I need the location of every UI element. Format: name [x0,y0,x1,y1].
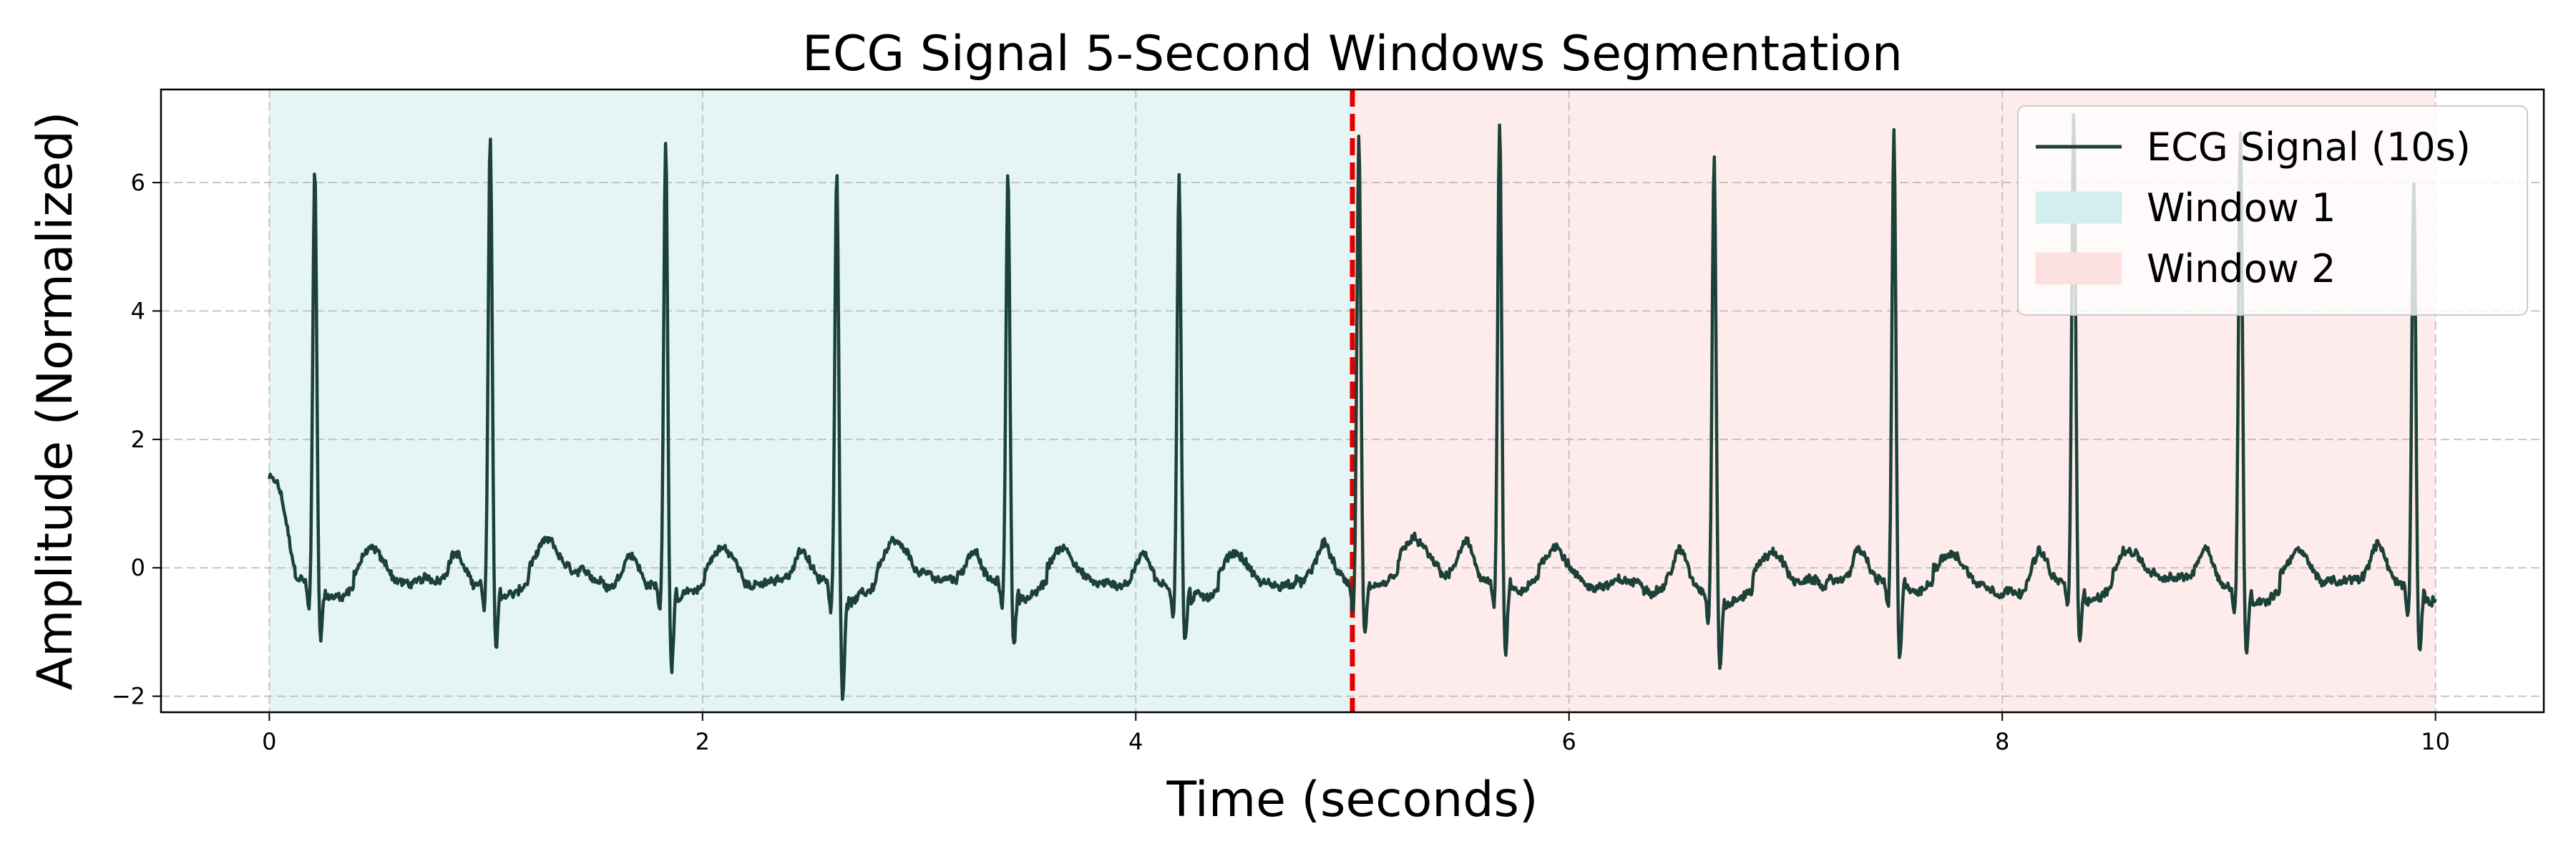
legend-label-window-2: Window 2 [2147,246,2336,291]
legend-label-ecg: ECG Signal (10s) [2147,125,2471,170]
y-tick-label: 4 [131,297,145,324]
legend-swatch-window-1 [2035,191,2122,224]
legend-box [2017,105,2528,316]
plot-frame [160,88,2545,714]
y-tick-label: 2 [131,426,145,453]
x-tick-label: 8 [1995,728,2009,755]
legend: ECG Signal (10s) Window 1 Window 2 [2017,105,2528,316]
x-tick-label: 0 [262,728,276,755]
chart-title: ECG Signal 5-Second Windows Segmentation [802,26,1903,82]
x-tick-label: 4 [1128,728,1143,755]
y-tick-label: 0 [131,554,145,581]
x-tick-label: 6 [1562,728,1576,755]
legend-swatch-window-2 [2035,252,2122,285]
x-tick-label: 2 [696,728,710,755]
legend-label-window-1: Window 1 [2147,185,2336,230]
y-axis-label: Amplitude (Normalized) [27,112,84,691]
y-tick-label: −2 [112,683,145,710]
x-axis-label: Time (seconds) [1166,772,1538,828]
x-tick-label: 10 [2421,728,2450,755]
y-tick-label: 6 [131,169,145,196]
